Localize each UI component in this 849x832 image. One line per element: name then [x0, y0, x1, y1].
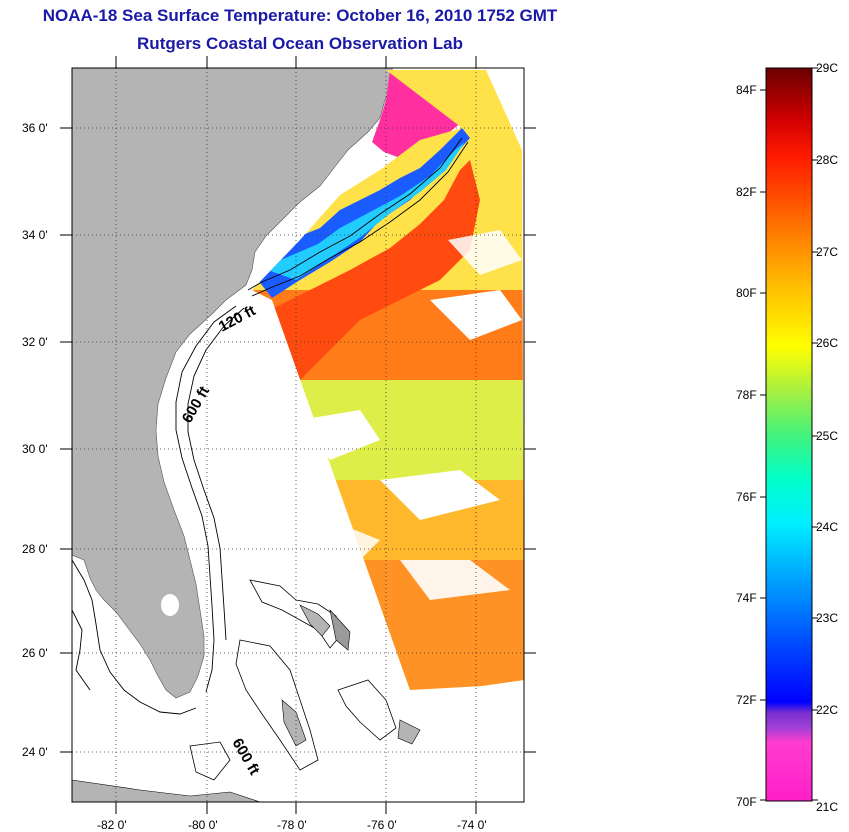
bahamas-islands	[72, 579, 421, 802]
colorbar-c-label: 23C	[816, 611, 838, 625]
lon-label: -76 0'	[367, 818, 397, 832]
lon-label: -74 0'	[457, 818, 487, 832]
mainland-landmass	[72, 68, 394, 699]
colorbar-f-label: 74F	[736, 591, 757, 605]
colorbar-f-label: 70F	[736, 795, 757, 809]
colorbar-ticks	[760, 67, 818, 801]
lon-label: -78 0'	[277, 818, 307, 832]
depth-contours	[72, 137, 469, 715]
lake-okeechobee	[161, 594, 179, 616]
lat-label: 32 0'	[22, 335, 48, 349]
colorbar-f-label: 80F	[736, 286, 757, 300]
lon-label: -80 0'	[188, 818, 218, 832]
map-title: NOAA-18 Sea Surface Temperature: October…	[42, 6, 558, 25]
colorbar-f-label: 72F	[736, 693, 757, 707]
temperature-colorbar	[765, 67, 813, 802]
colorbar-c-label: 28C	[816, 153, 838, 167]
colorbar-c-label: 26C	[816, 336, 838, 350]
map-subtitle: Rutgers Coastal Ocean Observation Lab	[137, 34, 463, 53]
lat-label: 28 0'	[22, 542, 48, 556]
lat-label: 26 0'	[22, 646, 48, 660]
colorbar-c-label: 27C	[816, 245, 838, 259]
graticule	[72, 68, 524, 802]
colorbar-c-label: 29C	[816, 61, 838, 75]
lat-label: 34 0'	[22, 228, 48, 242]
lat-label: 24 0'	[22, 745, 48, 759]
colorbar-c-label: 24C	[816, 520, 838, 534]
lon-label: -82 0'	[97, 818, 127, 832]
map-border	[71, 67, 525, 803]
axis-ticks	[60, 56, 536, 814]
colorbar-c-label: 21C	[816, 800, 838, 814]
colorbar-c-label: 25C	[816, 429, 838, 443]
lat-label: 30 0'	[22, 442, 48, 456]
lat-label: 36 0'	[22, 121, 48, 135]
colorbar-f-label: 78F	[736, 388, 757, 402]
colorbar-f-label: 84F	[736, 83, 757, 97]
colorbar-f-label: 76F	[736, 490, 757, 504]
colorbar-c-label: 22C	[816, 703, 838, 717]
colorbar-f-label: 82F	[736, 185, 757, 199]
